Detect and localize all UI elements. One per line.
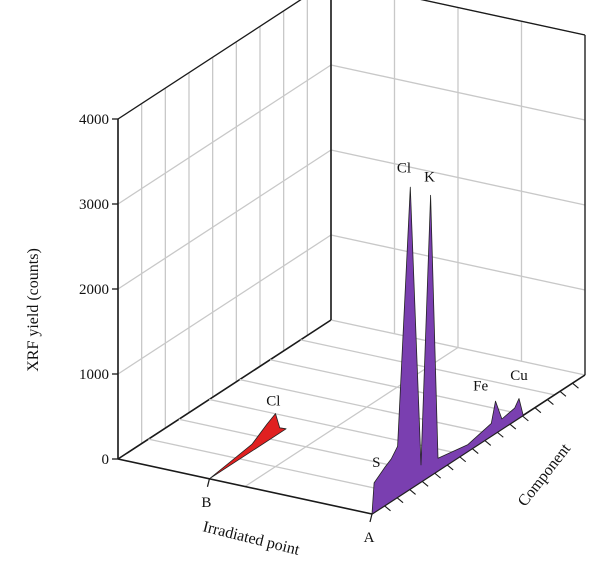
component-tick xyxy=(534,407,542,414)
component-tick xyxy=(572,382,579,389)
x-category-label: A xyxy=(364,530,375,546)
component-tick xyxy=(409,489,416,495)
top-back-edge xyxy=(420,0,586,36)
series-layer xyxy=(209,186,524,515)
component-tick xyxy=(509,423,517,430)
series-area-A xyxy=(371,186,524,515)
series-area-B xyxy=(209,413,287,480)
y-tick-label: 0 xyxy=(102,452,110,468)
x-axis-title: Irradiated point xyxy=(201,518,302,559)
peak-label-Cu: Cu xyxy=(510,368,528,384)
floor-grid xyxy=(244,346,459,488)
peak-label-Cl: Cl xyxy=(266,394,280,410)
tick-layer: 0 1000 2000 3000 4000 B A xyxy=(79,112,579,546)
x-tick xyxy=(369,513,373,523)
x-axis-line xyxy=(117,458,373,515)
top-left-edge xyxy=(117,0,302,120)
component-tick xyxy=(446,464,454,471)
component-tick xyxy=(484,439,492,446)
left-wall-hgrid xyxy=(117,0,302,120)
component-tick xyxy=(471,448,479,455)
y-tick-label: 4000 xyxy=(79,112,109,128)
component-tick xyxy=(547,399,554,405)
component-tick xyxy=(434,472,441,479)
left-wall-hgrid xyxy=(117,319,332,460)
y-tick-label: 1000 xyxy=(79,367,109,383)
grid-layer xyxy=(117,0,586,515)
peak-label-K: K xyxy=(424,169,435,185)
component-tick xyxy=(384,505,391,512)
peak-label-Cl: Cl xyxy=(397,161,411,177)
component-tick xyxy=(396,497,404,504)
y-tick-label: 3000 xyxy=(79,197,109,213)
peak-label-S: S xyxy=(372,455,380,471)
peak-label-Fe: Fe xyxy=(473,378,488,394)
component-tick xyxy=(459,456,467,463)
x-tick xyxy=(206,478,211,487)
x-category-label: B xyxy=(201,495,211,511)
z-axis-title: Component xyxy=(515,440,575,510)
left-wall-hgrid xyxy=(117,64,332,205)
component-tick xyxy=(496,431,504,438)
y-tick-label: 2000 xyxy=(79,282,109,298)
left-wall-hgrid xyxy=(117,149,332,290)
label-layer: Cl S Cl K Fe Cu xyxy=(266,161,528,471)
left-wall-hgrid xyxy=(117,234,332,375)
component-tick xyxy=(421,480,429,487)
component-tick xyxy=(559,390,567,397)
y-axis-title: XRF yield (counts) xyxy=(25,248,42,372)
component-tick xyxy=(522,415,529,422)
